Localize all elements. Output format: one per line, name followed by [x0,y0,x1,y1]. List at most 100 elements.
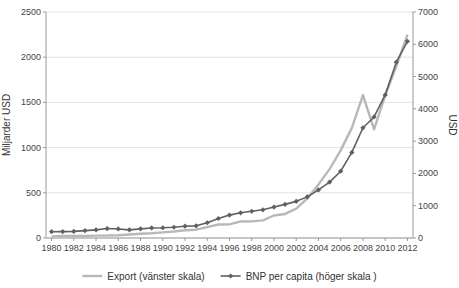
marker [271,204,276,209]
marker [127,227,132,232]
marker [349,150,354,155]
y2-tick-label: 0 [418,233,423,243]
x-tick [296,238,297,241]
marker [316,187,321,192]
y2-tick-label: 6000 [418,39,438,49]
marker [182,224,187,229]
y-axis-label: Miljarder USD [1,94,12,156]
y-tick [43,238,46,239]
x-tick [273,238,274,241]
y2-tick [413,108,416,109]
legend-swatch [82,275,102,277]
x-tick-label: 1980 [42,243,62,253]
y2-tick-label: 7000 [418,7,438,17]
marker [260,207,265,212]
y2-tick [413,76,416,77]
plot-area [49,35,410,237]
y-tick [43,192,46,193]
y2-tick [413,12,416,13]
marker [227,213,232,218]
grid-line [46,12,413,13]
series-line [52,41,408,231]
marker [238,210,243,215]
x-tick [229,238,230,241]
y2-axis-line [413,12,414,238]
marker [294,199,299,204]
y2-tick [413,238,416,239]
marker [371,114,376,119]
x-tick [118,238,119,241]
marker [82,228,87,233]
grid-line [46,147,413,148]
x-tick-label: 1996 [219,243,239,253]
y-tick-label: 0 [36,233,41,243]
x-tick-label: 2006 [331,243,351,253]
marker [338,169,343,174]
y-tick [43,12,46,13]
y-axis-line [46,12,47,238]
grid-line [46,57,413,58]
marker [360,125,365,130]
x-tick [407,238,408,241]
chart: 1980198219841986198819901992199419961998… [0,0,459,288]
y2-tick [413,141,416,142]
x-tick-label: 1988 [131,243,151,253]
x-tick-label: 1990 [153,243,173,253]
x-tick-label: 2002 [286,243,306,253]
x-tick-label: 2012 [397,243,417,253]
x-tick [96,238,97,241]
grid-line [46,102,413,103]
y-tick [43,102,46,103]
x-tick [207,238,208,241]
marker [105,226,110,231]
legend-label: BNP per capita (höger skala ) [246,271,377,282]
x-tick-label: 1986 [108,243,128,253]
y-tick-label: 1000 [21,143,41,153]
legend-label: Export (vänster skala) [107,271,204,282]
x-tick-label: 1982 [64,243,84,253]
x-tick [362,238,363,241]
marker [283,202,288,207]
x-tick-label: 1984 [86,243,106,253]
x-tick [340,238,341,241]
y-tick-label: 1500 [21,97,41,107]
x-tick-label: 2010 [375,243,395,253]
x-tick-label: 1994 [197,243,217,253]
x-tick [185,238,186,241]
legend-marker [228,273,233,278]
marker [305,194,310,199]
marker [149,225,154,230]
marker [249,209,254,214]
marker [383,92,388,97]
y2-tick [413,173,416,174]
y-tick [43,57,46,58]
marker [394,60,399,65]
legend-item: BNP per capita (höger skala ) [221,271,377,282]
x-tick [73,238,74,241]
marker [49,229,54,234]
x-tick-label: 1992 [175,243,195,253]
marker [93,227,98,232]
x-tick-label: 1998 [242,243,262,253]
marker [71,229,76,234]
x-tick-label: 2000 [264,243,284,253]
marker [171,225,176,230]
y2-tick-label: 5000 [418,72,438,82]
marker [205,220,210,225]
x-tick [51,238,52,241]
x-tick [251,238,252,241]
marker [160,225,165,230]
marker [138,226,143,231]
y2-tick-label: 1000 [418,201,438,211]
y2-tick [413,44,416,45]
x-tick [162,238,163,241]
x-tick-label: 2004 [308,243,328,253]
x-tick [385,238,386,241]
marker [405,39,410,44]
marker [327,180,332,185]
marker [60,229,65,234]
legend-item: Export (vänster skala) [82,271,204,282]
y-tick-label: 2000 [21,52,41,62]
axes: 1980198219841986198819901992199419961998… [21,7,438,253]
x-tick [140,238,141,241]
